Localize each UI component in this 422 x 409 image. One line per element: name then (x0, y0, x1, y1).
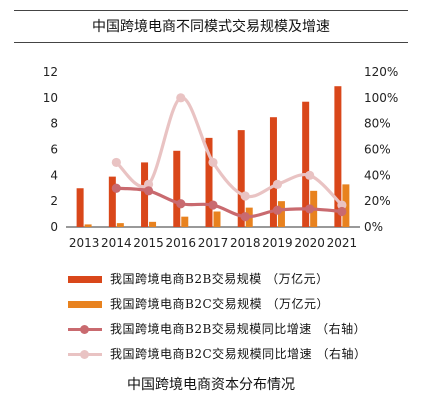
y-right-tick-label: 40% (364, 168, 391, 182)
y-left-tick-label: 8 (50, 117, 58, 131)
bar-b2c (277, 201, 285, 227)
point-b2c-growth (272, 179, 283, 189)
legend-swatch-b2b-line (68, 320, 102, 338)
point-b2b-growth (305, 204, 315, 214)
point-b2c-growth (176, 93, 186, 103)
bar-b2b (302, 101, 310, 227)
point-b2c-growth (337, 200, 347, 210)
legend-swatch-b2c-line (68, 345, 102, 363)
figure-caption: 中国跨境电商资本分布情况 (127, 377, 295, 393)
legend-item-b2b-line: 我国跨境电商B2B交易规模同比增速 （右轴） (68, 316, 408, 341)
bar-b2b (108, 176, 116, 227)
x-tick-label: 2021 (327, 236, 358, 250)
bar-b2b (173, 150, 181, 227)
point-b2c-growth (111, 157, 121, 168)
y-left-tick-label: 2 (50, 194, 58, 208)
legend-label: 我国跨境电商B2C交易规模 （万亿元） (110, 297, 329, 311)
x-tick-label: 2016 (166, 236, 197, 250)
x-tick-label: 2014 (101, 236, 132, 250)
title-rule-bottom (14, 42, 408, 43)
point-b2c-growth (240, 191, 250, 201)
bar-b2b (141, 162, 149, 227)
bar-b2c (149, 221, 157, 227)
bar-b2b (269, 117, 277, 227)
legend-swatch-b2b-bar (68, 270, 102, 288)
point-b2b-growth (143, 186, 154, 196)
legend-label: 我国跨境电商B2B交易规模 （万亿元） (110, 272, 329, 286)
bar-b2b (205, 137, 213, 227)
point-b2c-growth (208, 157, 218, 168)
y-right-tick-label: 0% (364, 220, 383, 234)
bar-b2c (116, 223, 124, 227)
point-b2b-growth (176, 199, 186, 209)
y-left-tick-label: 0 (50, 220, 58, 234)
legend-item-b2c-line: 我国跨境电商B2C交易规模同比增速 （右轴） (68, 341, 408, 366)
y-left-tick-label: 6 (50, 143, 58, 157)
point-b2b-growth (111, 183, 121, 193)
y-right-tick-label: 20% (364, 194, 391, 208)
x-tick-label: 2019 (262, 236, 293, 250)
legend: 我国跨境电商B2B交易规模 （万亿元） 我国跨境电商B2C交易规模 （万亿元） … (68, 266, 408, 366)
point-b2b-growth (337, 206, 347, 217)
x-tick-label: 2020 (294, 236, 325, 250)
legend-swatch-b2c-bar (68, 295, 102, 313)
point-b2b-growth (240, 212, 250, 222)
bar-b2c (213, 211, 221, 227)
x-tick-label: 2013 (69, 236, 100, 250)
point-b2c-growth (305, 170, 315, 180)
y-right-tick-label: 60% (364, 143, 391, 157)
y-right-tick-label: 80% (364, 117, 391, 131)
x-tick-label: 2015 (133, 236, 164, 250)
bar-b2c (84, 224, 92, 227)
chart-title: 中国跨境电商不同模式交易规模及增速 (92, 19, 330, 35)
bar-b2c (181, 216, 189, 227)
bar-b2b (334, 86, 342, 227)
line-b2c-growth (114, 96, 344, 207)
bar-b2b (237, 130, 245, 227)
legend-label: 我国跨境电商B2C交易规模同比增速 （右轴） (110, 347, 367, 361)
title-block: 中国跨境电商不同模式交易规模及增速 (0, 0, 422, 48)
y-right-tick-label: 100% (364, 91, 398, 105)
point-b2b-growth (208, 200, 218, 210)
title-rule-top (14, 10, 408, 11)
legend-item-b2b-bar: 我国跨境电商B2B交易规模 （万亿元） (68, 266, 408, 291)
point-b2c-growth (143, 179, 154, 189)
x-tick-label: 2017 (198, 236, 229, 250)
legend-label: 我国跨境电商B2B交易规模同比增速 （右轴） (110, 322, 367, 336)
legend-item-b2c-bar: 我国跨境电商B2C交易规模 （万亿元） (68, 291, 408, 316)
y-left-tick-label: 4 (50, 168, 58, 182)
y-right-tick-label: 120% (364, 65, 398, 79)
bar-b2b (76, 188, 84, 227)
x-tick-label: 2018 (230, 236, 261, 250)
y-left-tick-label: 12 (43, 65, 58, 79)
point-b2b-growth (272, 205, 283, 215)
y-left-tick-label: 10 (43, 91, 58, 105)
